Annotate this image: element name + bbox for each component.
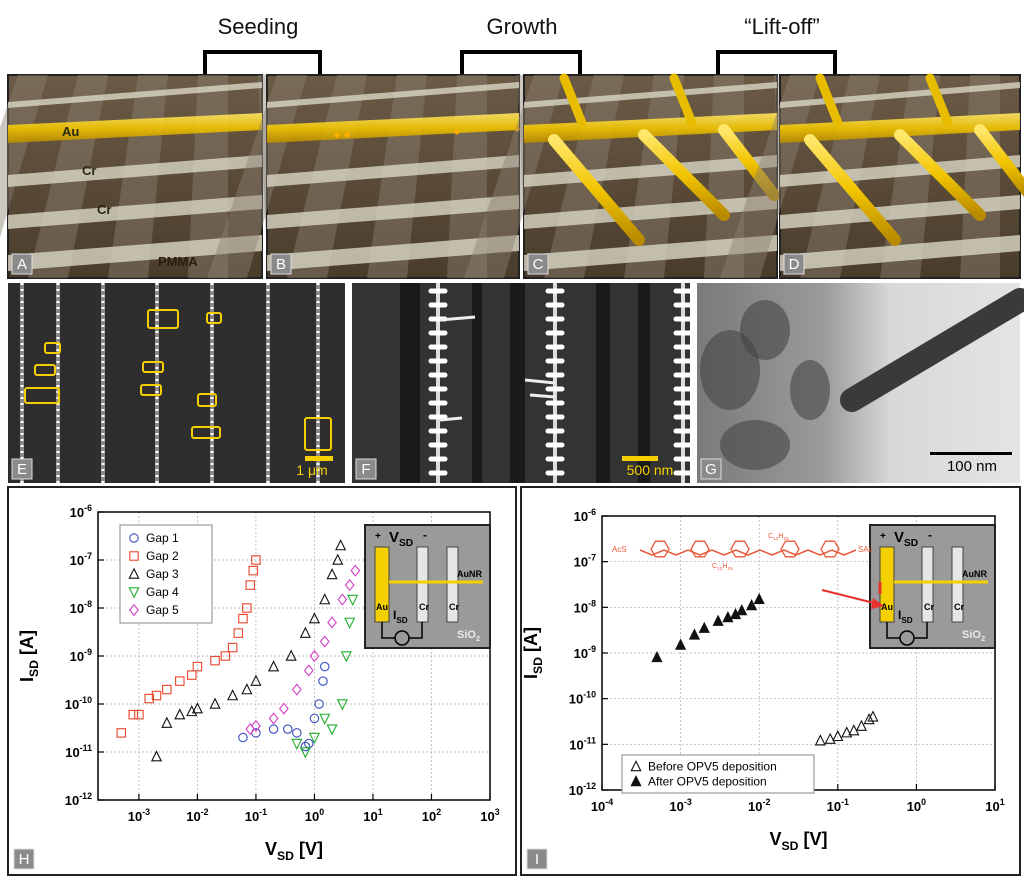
seed [455,130,460,135]
grain [720,420,790,470]
scale-bar [622,456,658,461]
panel-letter: B [276,256,286,273]
panel-letter: D [789,256,800,273]
panel-letter: E [17,461,27,478]
trench [638,283,650,483]
nanorod [440,418,462,420]
schematic-label: Cr [97,202,111,217]
nanorod [530,395,555,397]
figure: Seeding Growth “Lift-off” A B C D Au Cr Cr PMMA 1 μ… [0,0,1024,877]
scale-bar [305,456,333,461]
scale-label: 100 nm [947,458,997,475]
inset-label: Cr [954,602,964,612]
grain [740,300,790,360]
inset-label: Cr [419,602,429,612]
inset-label: Au [881,602,893,612]
legend-label: After OPV5 deposition [648,775,767,789]
step-label: Seeding [218,14,299,39]
trench [510,283,525,483]
schematic-label: Cr [82,163,96,178]
trench [400,283,420,483]
inset-meter [900,631,914,645]
scale-bar [930,452,1012,455]
legend-label: Gap 5 [146,603,179,617]
inset-label: - [423,528,427,542]
panel-letter: H [19,851,30,868]
molecule-label: SAc [858,545,873,554]
panel-letter: I [535,851,539,868]
seed [345,133,350,138]
inset-label: Cr [449,602,459,612]
inset-label: + [880,531,886,542]
seed [335,133,340,138]
scale-label: 500 nm [627,462,674,478]
grain [790,360,830,420]
molecule-label: AcS [612,545,627,554]
schematic-label: Au [62,124,79,139]
trench [472,283,482,483]
inset-label: AuNR [457,569,482,579]
panel-letter: A [17,256,27,273]
inset-label: AuNR [962,569,987,579]
panel-letter: F [361,461,370,478]
inset-meter [395,631,409,645]
scale-label: 1 μm [296,462,327,478]
legend-label: Gap 2 [146,549,179,563]
legend-label: Before OPV5 deposition [648,760,777,774]
step-label: Growth [487,14,558,39]
inset-label: Au [376,602,388,612]
step-label: “Lift-off” [744,14,819,39]
legend-label: Gap 1 [146,531,179,545]
inset-label: Cr [924,602,934,612]
panel-letter: G [705,461,717,478]
trench [596,283,610,483]
legend-label: Gap 4 [146,585,179,599]
legend-label: Gap 3 [146,567,179,581]
panel-letter: C [533,256,544,273]
inset-label: + [375,531,381,542]
schematic-label: PMMA [158,254,198,269]
inset-label: - [928,528,932,542]
